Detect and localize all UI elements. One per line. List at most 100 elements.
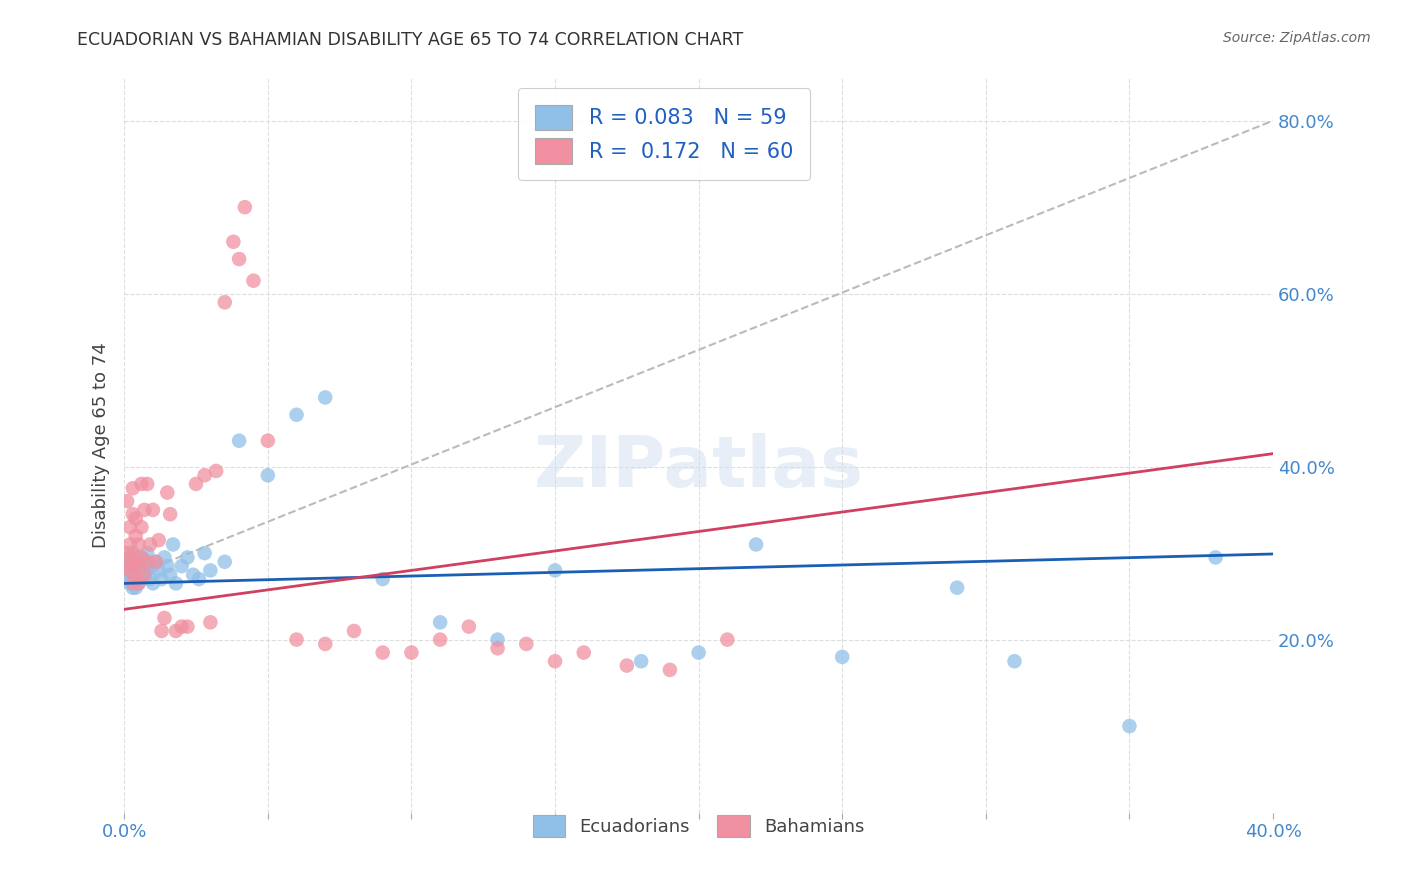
Point — [125, 550, 148, 565]
Point — [131, 559, 153, 574]
Point — [121, 481, 143, 495]
Point — [187, 572, 209, 586]
Point — [115, 494, 138, 508]
Point — [125, 567, 148, 582]
Point — [128, 576, 150, 591]
Point — [515, 637, 537, 651]
Point — [142, 559, 165, 574]
Point — [134, 567, 156, 582]
Point — [134, 567, 156, 582]
Point — [233, 200, 256, 214]
Point — [139, 537, 162, 551]
Point — [128, 563, 150, 577]
Point — [343, 624, 366, 638]
Point — [115, 572, 138, 586]
Point — [121, 576, 143, 591]
Point — [118, 576, 141, 591]
Point — [128, 537, 150, 551]
Point — [115, 563, 138, 577]
Point — [125, 511, 148, 525]
Point — [170, 559, 193, 574]
Point — [156, 485, 179, 500]
Point — [429, 615, 451, 630]
Point — [134, 555, 156, 569]
Point — [1118, 719, 1140, 733]
Point — [121, 555, 143, 569]
Point — [128, 572, 150, 586]
Point — [401, 646, 423, 660]
Point — [285, 632, 308, 647]
Point — [314, 637, 336, 651]
Point — [165, 624, 187, 638]
Point — [121, 546, 143, 560]
Point — [115, 559, 138, 574]
Point — [176, 550, 198, 565]
Point — [148, 563, 170, 577]
Point — [125, 581, 148, 595]
Point — [716, 632, 738, 647]
Text: Source: ZipAtlas.com: Source: ZipAtlas.com — [1223, 31, 1371, 45]
Point — [658, 663, 681, 677]
Point — [184, 477, 207, 491]
Point — [486, 632, 509, 647]
Point — [121, 572, 143, 586]
Point — [630, 654, 652, 668]
Point — [429, 632, 451, 647]
Point — [616, 658, 638, 673]
Point — [688, 646, 710, 660]
Point — [242, 274, 264, 288]
Point — [200, 563, 222, 577]
Point — [572, 646, 595, 660]
Point — [371, 646, 394, 660]
Point — [142, 576, 165, 591]
Point — [156, 559, 179, 574]
Point — [125, 529, 148, 543]
Point — [256, 434, 278, 448]
Point — [200, 615, 222, 630]
Point — [118, 559, 141, 574]
Point — [159, 567, 181, 582]
Text: ECUADORIAN VS BAHAMIAN DISABILITY AGE 65 TO 74 CORRELATION CHART: ECUADORIAN VS BAHAMIAN DISABILITY AGE 65… — [77, 31, 744, 49]
Point — [131, 550, 153, 565]
Point — [457, 619, 479, 633]
Point — [176, 619, 198, 633]
Point — [544, 654, 567, 668]
Point — [162, 537, 184, 551]
Point — [121, 581, 143, 595]
Point — [205, 464, 228, 478]
Point — [285, 408, 308, 422]
Point — [136, 563, 159, 577]
Point — [228, 252, 250, 266]
Point — [136, 546, 159, 560]
Point — [150, 572, 173, 586]
Point — [121, 507, 143, 521]
Point — [115, 546, 138, 560]
Point — [145, 555, 167, 569]
Point — [131, 550, 153, 565]
Point — [136, 555, 159, 569]
Point — [194, 468, 217, 483]
Point — [544, 563, 567, 577]
Point — [1004, 654, 1026, 668]
Point — [170, 619, 193, 633]
Point — [121, 563, 143, 577]
Point — [128, 576, 150, 591]
Point — [125, 550, 148, 565]
Point — [153, 611, 176, 625]
Point — [148, 533, 170, 548]
Point — [139, 572, 162, 586]
Point — [121, 559, 143, 574]
Point — [142, 503, 165, 517]
Point — [256, 468, 278, 483]
Point — [125, 559, 148, 574]
Point — [118, 563, 141, 577]
Point — [128, 559, 150, 574]
Point — [145, 555, 167, 569]
Point — [486, 641, 509, 656]
Point — [371, 572, 394, 586]
Point — [831, 649, 853, 664]
Point — [118, 550, 141, 565]
Text: ZIPatlas: ZIPatlas — [533, 433, 863, 501]
Point — [165, 576, 187, 591]
Point — [314, 391, 336, 405]
